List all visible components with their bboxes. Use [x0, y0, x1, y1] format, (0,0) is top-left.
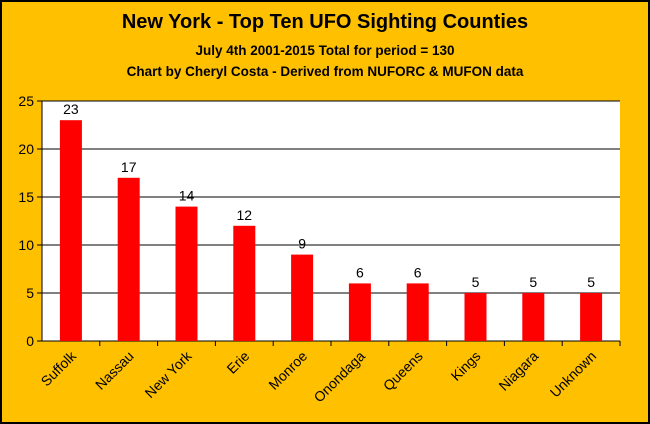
bar: [348, 283, 371, 341]
x-tick-label: New York: [141, 347, 195, 401]
y-tick-label: 15: [18, 189, 34, 205]
y-tick-label: 25: [18, 93, 34, 109]
data-label: 23: [63, 101, 79, 117]
data-label: 14: [179, 188, 195, 204]
bar: [580, 293, 603, 341]
data-label: 5: [587, 274, 595, 290]
y-tick-label: 5: [26, 285, 34, 301]
x-tick-label: Unknown: [547, 348, 600, 401]
data-label: 9: [298, 236, 306, 252]
data-label: 6: [356, 264, 364, 280]
y-tick-label: 0: [26, 333, 34, 349]
bar: [59, 120, 82, 341]
bar: [522, 293, 545, 341]
data-label: 12: [237, 207, 253, 223]
x-tick-label: Onondaga: [310, 348, 368, 406]
x-tick-label: Queens: [380, 348, 426, 394]
x-tick-label: Erie: [223, 348, 252, 377]
x-tick-label: Niagara: [495, 348, 541, 394]
bar: [117, 177, 140, 341]
x-tick-label: Monroe: [265, 348, 310, 393]
x-tick-label: Kings: [448, 348, 484, 384]
chart-subtitle-1: July 4th 2001-2015 Total for period = 13…: [195, 43, 455, 58]
x-tick-label: Nassau: [92, 348, 137, 393]
bar: [291, 254, 314, 341]
data-label: 5: [529, 274, 537, 290]
bar: [233, 225, 256, 341]
y-tick-label: 10: [18, 237, 34, 253]
data-label: 6: [414, 264, 422, 280]
bar: [406, 283, 429, 341]
chart-title: New York - Top Ten UFO Sighting Counties: [121, 11, 529, 33]
chart-subtitle-2: Chart by Cheryl Costa - Derived from NUF…: [126, 64, 524, 79]
x-tick-label: Suffolk: [38, 347, 80, 389]
data-label: 5: [472, 274, 480, 290]
bar: [464, 293, 487, 341]
bar: [175, 206, 198, 341]
y-tick-label: 20: [18, 141, 34, 157]
data-label: 17: [121, 159, 137, 175]
